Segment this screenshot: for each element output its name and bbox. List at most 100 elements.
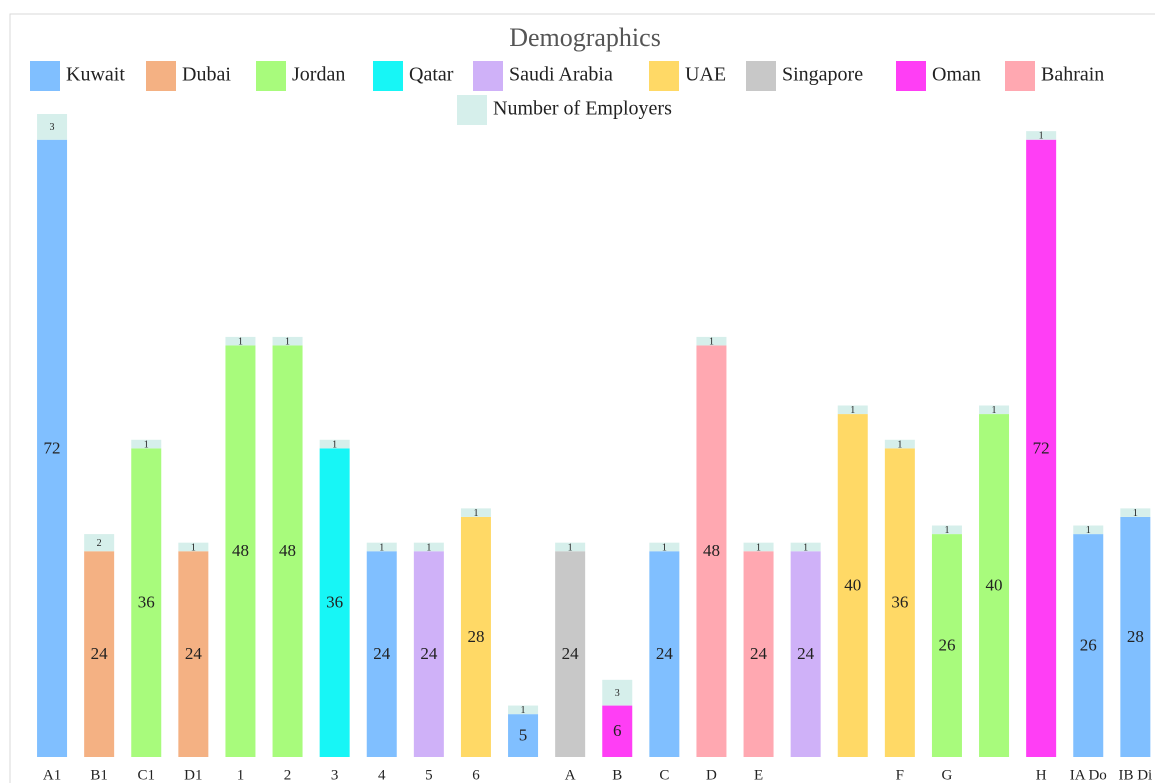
data-label: 72 [1033, 438, 1050, 457]
bar-segment [1120, 508, 1151, 517]
bar-segment [413, 551, 444, 757]
bar-segment [602, 705, 633, 757]
x-tick-label: E [754, 767, 763, 783]
bar-segment [790, 542, 821, 552]
bar-segment [272, 336, 303, 346]
bar-segment [508, 705, 539, 715]
data-label: 1 [521, 705, 526, 716]
data-label: 1 [992, 405, 997, 416]
data-label: 24 [420, 644, 438, 663]
x-tick-label: H [1036, 767, 1047, 783]
bar-segment [790, 551, 821, 757]
bar-segment [413, 542, 444, 552]
data-label: 1 [285, 336, 290, 347]
bar-segment [1073, 525, 1104, 535]
bar-segment [366, 542, 397, 552]
data-label: 36 [326, 593, 343, 612]
chart-frame [9, 13, 1155, 783]
bar-segment [649, 551, 680, 757]
data-label: 1 [803, 542, 808, 553]
legend-swatch [146, 61, 176, 91]
bar-segment [366, 551, 397, 757]
data-label: 48 [703, 541, 720, 560]
bar-segment [131, 448, 162, 757]
bar-segment [649, 542, 680, 552]
x-tick-label: A1 [43, 767, 61, 783]
x-tick-label: B1 [90, 767, 108, 783]
bar-segment [84, 551, 115, 757]
x-tick-label: C [659, 767, 669, 783]
legend-swatch [1005, 61, 1035, 91]
data-label: 1 [897, 439, 902, 450]
legend-swatch [256, 61, 286, 91]
data-label: 1 [426, 542, 431, 553]
x-tick-label: 5 [425, 767, 433, 783]
data-label: 24 [185, 644, 203, 663]
data-label: 40 [844, 575, 861, 594]
bar-segment [272, 345, 303, 757]
data-label: 1 [1086, 525, 1091, 536]
bar-segment [460, 516, 491, 757]
bar-segment [555, 542, 586, 552]
data-label: 24 [750, 644, 768, 663]
data-label: 26 [1080, 635, 1097, 654]
bar-segment [696, 345, 727, 757]
bar-segment [555, 551, 586, 757]
legend-label: UAE [685, 64, 726, 86]
data-label: 24 [797, 644, 815, 663]
x-tick-label: F [896, 767, 904, 783]
legend-label: Jordan [292, 64, 345, 86]
legend-label: Dubai [182, 64, 231, 86]
bar-segment [696, 336, 727, 346]
legend-swatch [746, 61, 776, 91]
legend-label: Kuwait [66, 64, 125, 86]
x-tick-label: B [612, 767, 622, 783]
bar-segment [84, 534, 115, 552]
x-tick-label: 1 [237, 767, 245, 783]
legend-label: Oman [932, 64, 981, 86]
legend-swatch [457, 95, 487, 125]
data-label: 1 [662, 542, 667, 553]
legend-swatch [473, 61, 503, 91]
bar-segment [602, 679, 633, 706]
data-label: 26 [938, 635, 955, 654]
legend-label: Qatar [409, 64, 454, 86]
bar-segment [460, 508, 491, 517]
legend-swatch [649, 61, 679, 91]
data-label: 1 [332, 439, 337, 450]
x-tick-label: 4 [378, 767, 386, 783]
bar-segment [884, 439, 915, 449]
bar-segment [225, 345, 256, 757]
data-label: 1 [238, 336, 243, 347]
data-label: 1 [473, 508, 478, 519]
bar-segment [37, 139, 68, 758]
bar-segment [178, 551, 209, 757]
data-label: 48 [279, 541, 296, 560]
bar-segment [319, 439, 350, 449]
bar-segment [884, 448, 915, 757]
bar-segment [178, 542, 209, 552]
legend-swatch [896, 61, 926, 91]
data-label: 1 [709, 336, 714, 347]
bar-segment [131, 439, 162, 449]
data-label: 1 [756, 542, 761, 553]
data-label: 2 [97, 538, 102, 549]
bar-segment [319, 448, 350, 757]
x-tick-label: A [565, 767, 576, 783]
bar-segment [1026, 139, 1057, 758]
data-label: 1 [850, 405, 855, 416]
bar-segment [837, 414, 868, 757]
x-tick-label: 3 [331, 767, 339, 783]
bar-segment [931, 534, 962, 757]
data-label: 28 [467, 627, 484, 646]
bar-segment [1073, 534, 1104, 757]
bar-segment [1120, 516, 1151, 757]
x-tick-label: 6 [472, 767, 480, 783]
data-label: 36 [891, 593, 908, 612]
data-label: 72 [44, 438, 61, 457]
bar-segment [979, 414, 1010, 757]
bar-segment [931, 525, 962, 535]
bar-segment [837, 405, 868, 415]
legend-swatch [373, 61, 403, 91]
